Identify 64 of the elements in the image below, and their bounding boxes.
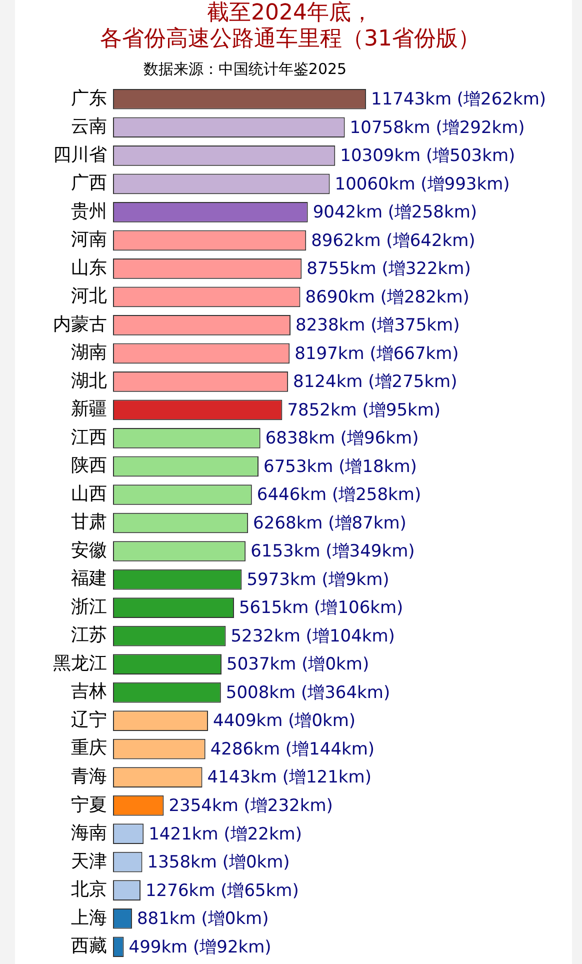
y-tick-label: 福建 [71,568,107,590]
y-tick-label: 江西 [71,426,107,448]
data-label: 6446km (增258km) [256,485,422,506]
source-note: 数据来源：中国统计年鉴2025 [143,60,347,78]
y-tick-label: 广西 [71,172,107,194]
y-tick-label: 湖北 [71,370,107,392]
data-label: 1421km (增22km) [148,824,302,844]
data-label: 5008km (增364km) [226,682,390,703]
data-label: 5232km (增104km) [230,626,395,646]
data-label: 8197km (增667km) [294,344,459,364]
data-label: 6753km (增18km) [264,456,417,477]
data-label: 4143km (增121km) [207,768,372,788]
data-label: 8962km (增642km) [311,230,476,251]
y-tick-label: 云南 [71,116,107,138]
y-tick-label: 新疆 [71,398,107,420]
data-label: 5615km (增106km) [238,598,404,618]
data-label: 1276km (增65km) [145,880,299,901]
data-label: 8755km (增322km) [306,259,471,280]
data-label: 10060km (增993km) [334,174,510,194]
data-label: 11743km (增262km) [371,90,546,110]
y-tick-label: 西藏 [71,936,107,957]
data-label: 1358km (增0km) [147,852,290,873]
y-tick-label: 黑龙江 [53,652,107,674]
data-label: 8238km (增375km) [296,316,460,336]
data-label: 499km (增92km) [128,937,272,958]
y-tick-label: 安徽 [71,540,107,561]
data-label: 5037km (增0km) [226,654,370,675]
y-tick-label: 陕西 [71,455,107,476]
data-label: 10309km (增503km) [340,146,516,166]
data-label: 5973km (增9km) [246,570,390,590]
y-tick-label: 四川省 [53,144,107,166]
data-label: 6838km (增96km) [265,428,419,449]
data-label: 6153km (增349km) [250,542,415,562]
y-tick-label: 吉林 [71,681,107,702]
data-label: 8124km (增275km) [293,372,458,392]
data-label: 10758km (增292km) [350,118,525,138]
data-label: 6268km (增87km) [253,513,406,534]
y-tick-label: 甘肃 [71,512,107,533]
y-tick-label: 海南 [71,822,107,844]
data-label: 9042km (增258km) [312,202,478,223]
data-label: 7852km (增95km) [287,400,441,420]
y-tick-label: 辽宁 [71,709,107,730]
y-tick-label: 湖南 [71,342,107,364]
y-tick-label: 江苏 [71,624,107,646]
y-tick-label: 内蒙古 [53,314,107,335]
data-label: 4409km (增0km) [213,711,356,732]
y-tick-label: 浙江 [71,596,107,618]
y-tick-label: 上海 [71,907,107,928]
data-label: 4286km (增144km) [210,739,375,760]
y-tick-label: 河北 [71,286,107,307]
data-label: 2354km (增232km) [168,796,333,816]
y-tick-label: 山东 [71,257,107,278]
y-tick-label: 河南 [71,229,107,250]
y-tick-label: 天津 [71,850,107,872]
data-label: 8690km (增282km) [305,287,470,308]
chart-title: 截至2024年底，各省份高速公路通车里程（31省份版） [100,0,480,52]
y-tick-label: 宁夏 [71,794,107,816]
y-tick-label: 山西 [71,483,107,504]
y-tick-label: 重庆 [71,738,107,759]
y-tick-label: 广东 [71,88,107,109]
data-label: 881km (增0km) [136,909,269,930]
y-tick-label: 北京 [71,879,107,900]
y-tick-label: 贵州 [71,200,107,222]
y-tick-label: 青海 [71,766,107,787]
